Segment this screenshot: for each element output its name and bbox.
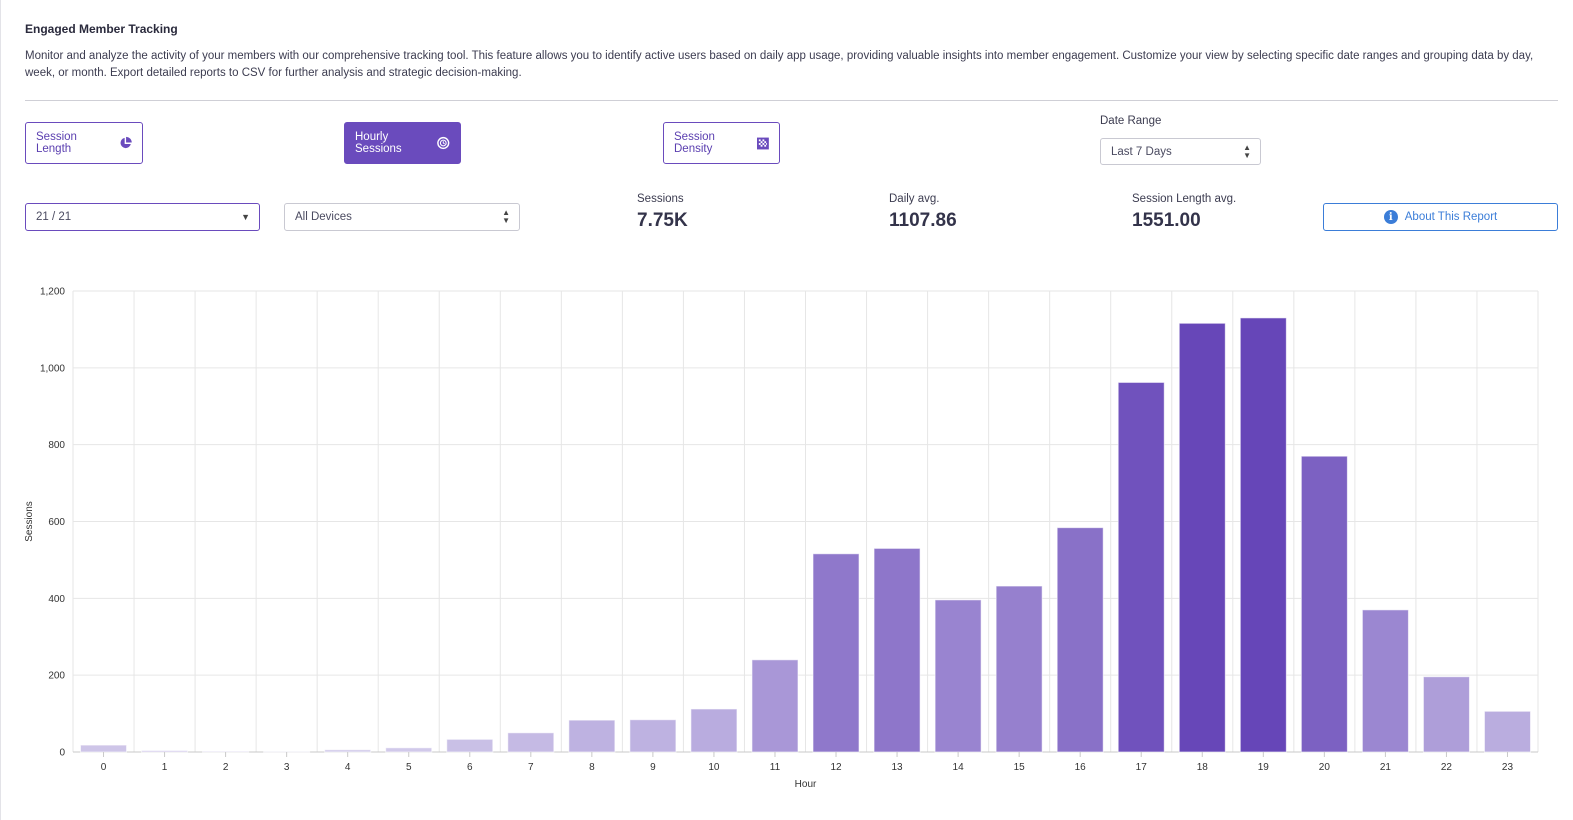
session-length-avg-label: Session Length avg. [1132, 193, 1237, 205]
bar-hour-7 [507, 732, 555, 753]
bar-hour-23 [1483, 710, 1532, 753]
bar-hour-11 [751, 659, 799, 753]
x-tick-label: 10 [708, 762, 720, 773]
member-selection-value: 21 / 21 [36, 211, 72, 223]
x-tick-label: 13 [892, 762, 904, 773]
y-tick-label: 600 [48, 517, 65, 528]
sessions-label: Sessions [637, 193, 684, 205]
bar-hour-1 [141, 749, 189, 753]
x-tick-label: 14 [953, 762, 965, 773]
hourly-sessions-button[interactable]: Hourly Sessions [344, 122, 461, 164]
bar-hour-12 [812, 553, 860, 753]
grid-density-icon [757, 137, 769, 149]
date-range-label: Date Range [1100, 115, 1162, 127]
bar-hour-17 [1117, 381, 1165, 753]
bar-hour-4 [324, 749, 372, 753]
bar-hour-20 [1300, 455, 1348, 753]
x-tick-label: 8 [589, 762, 595, 773]
daily-avg-label: Daily avg. [889, 193, 940, 205]
chevron-down-icon: ▼ [241, 212, 250, 222]
x-tick-label: 15 [1014, 762, 1026, 773]
sessions-value: 7.75K [637, 210, 688, 231]
session-length-label: Session Length [36, 131, 77, 155]
y-tick-label: 1,000 [40, 363, 65, 374]
page-description: Monitor and analyze the activity of your… [25, 50, 1534, 79]
clock-icon [437, 136, 450, 150]
bar-hour-8 [568, 719, 616, 753]
x-tick-label: 7 [528, 762, 534, 773]
x-tick-label: 6 [467, 762, 473, 773]
bar-hour-21 [1361, 609, 1409, 753]
x-tick-label: 3 [284, 762, 290, 773]
bar-hour-14 [934, 599, 982, 753]
date-range-select[interactable]: Last 7 Days ▲ ▼ [1100, 138, 1261, 165]
y-axis-title: Sessions [24, 501, 35, 542]
x-tick-label: 2 [223, 762, 229, 773]
left-border [0, 0, 1, 820]
bar-hour-18 [1178, 322, 1226, 753]
bar-hour-22 [1422, 676, 1470, 753]
x-tick-label: 17 [1136, 762, 1148, 773]
y-tick-label: 0 [59, 748, 65, 759]
y-tick-label: 200 [48, 671, 65, 682]
session-density-label: Session Density [674, 131, 715, 155]
up-down-caret-icon: ▲ ▼ [502, 208, 510, 225]
session-length-avg-value: 1551.00 [1132, 210, 1201, 231]
header-divider [25, 100, 1558, 101]
bar-hour-2 [202, 750, 250, 753]
x-tick-label: 23 [1502, 762, 1514, 773]
x-tick-label: 12 [830, 762, 842, 773]
x-tick-label: 9 [650, 762, 656, 773]
x-tick-label: 4 [345, 762, 351, 773]
bar-hour-0 [80, 744, 128, 753]
x-tick-label: 0 [101, 762, 107, 773]
daily-avg-value: 1107.86 [889, 210, 957, 231]
y-tick-label: 800 [48, 440, 65, 451]
y-tick-label: 400 [48, 594, 65, 605]
hourly-sessions-label: Hourly Sessions [355, 131, 402, 155]
about-report-button[interactable]: i About This Report [1323, 203, 1558, 231]
bar-hour-19 [1239, 317, 1287, 753]
about-report-label: About This Report [1404, 211, 1498, 223]
session-density-button[interactable]: Session Density [663, 122, 780, 164]
y-tick-label: 1,200 [40, 287, 65, 298]
x-tick-label: 19 [1258, 762, 1270, 773]
bar-hour-6 [446, 738, 494, 753]
bar-hour-16 [1056, 527, 1104, 753]
x-tick-label: 11 [770, 762, 781, 773]
x-tick-label: 5 [406, 762, 412, 773]
x-axis-title: Hour [795, 779, 817, 790]
bar-hour-5 [385, 747, 433, 753]
page-title: Engaged Member Tracking [25, 22, 178, 36]
device-select-value: All Devices [295, 211, 352, 223]
device-select[interactable]: All Devices ▲ ▼ [284, 203, 520, 231]
date-range-value: Last 7 Days [1111, 145, 1172, 158]
pie-chart-icon [120, 136, 132, 149]
info-icon: i [1383, 210, 1398, 224]
bar-hour-9 [629, 719, 677, 753]
x-tick-label: 18 [1197, 762, 1209, 773]
up-down-caret-icon: ▲ ▼ [1243, 142, 1251, 160]
x-tick-label: 20 [1319, 762, 1331, 773]
x-tick-label: 1 [162, 762, 168, 773]
x-tick-label: 21 [1380, 762, 1392, 773]
bar-hour-13 [873, 547, 921, 753]
bar-hour-15 [995, 585, 1043, 753]
x-tick-label: 22 [1441, 762, 1453, 773]
session-length-button[interactable]: Session Length [25, 122, 143, 164]
bar-hour-10 [690, 708, 738, 753]
x-tick-label: 16 [1075, 762, 1087, 773]
member-selection-select[interactable]: 21 / 21 ▼ [25, 203, 260, 231]
